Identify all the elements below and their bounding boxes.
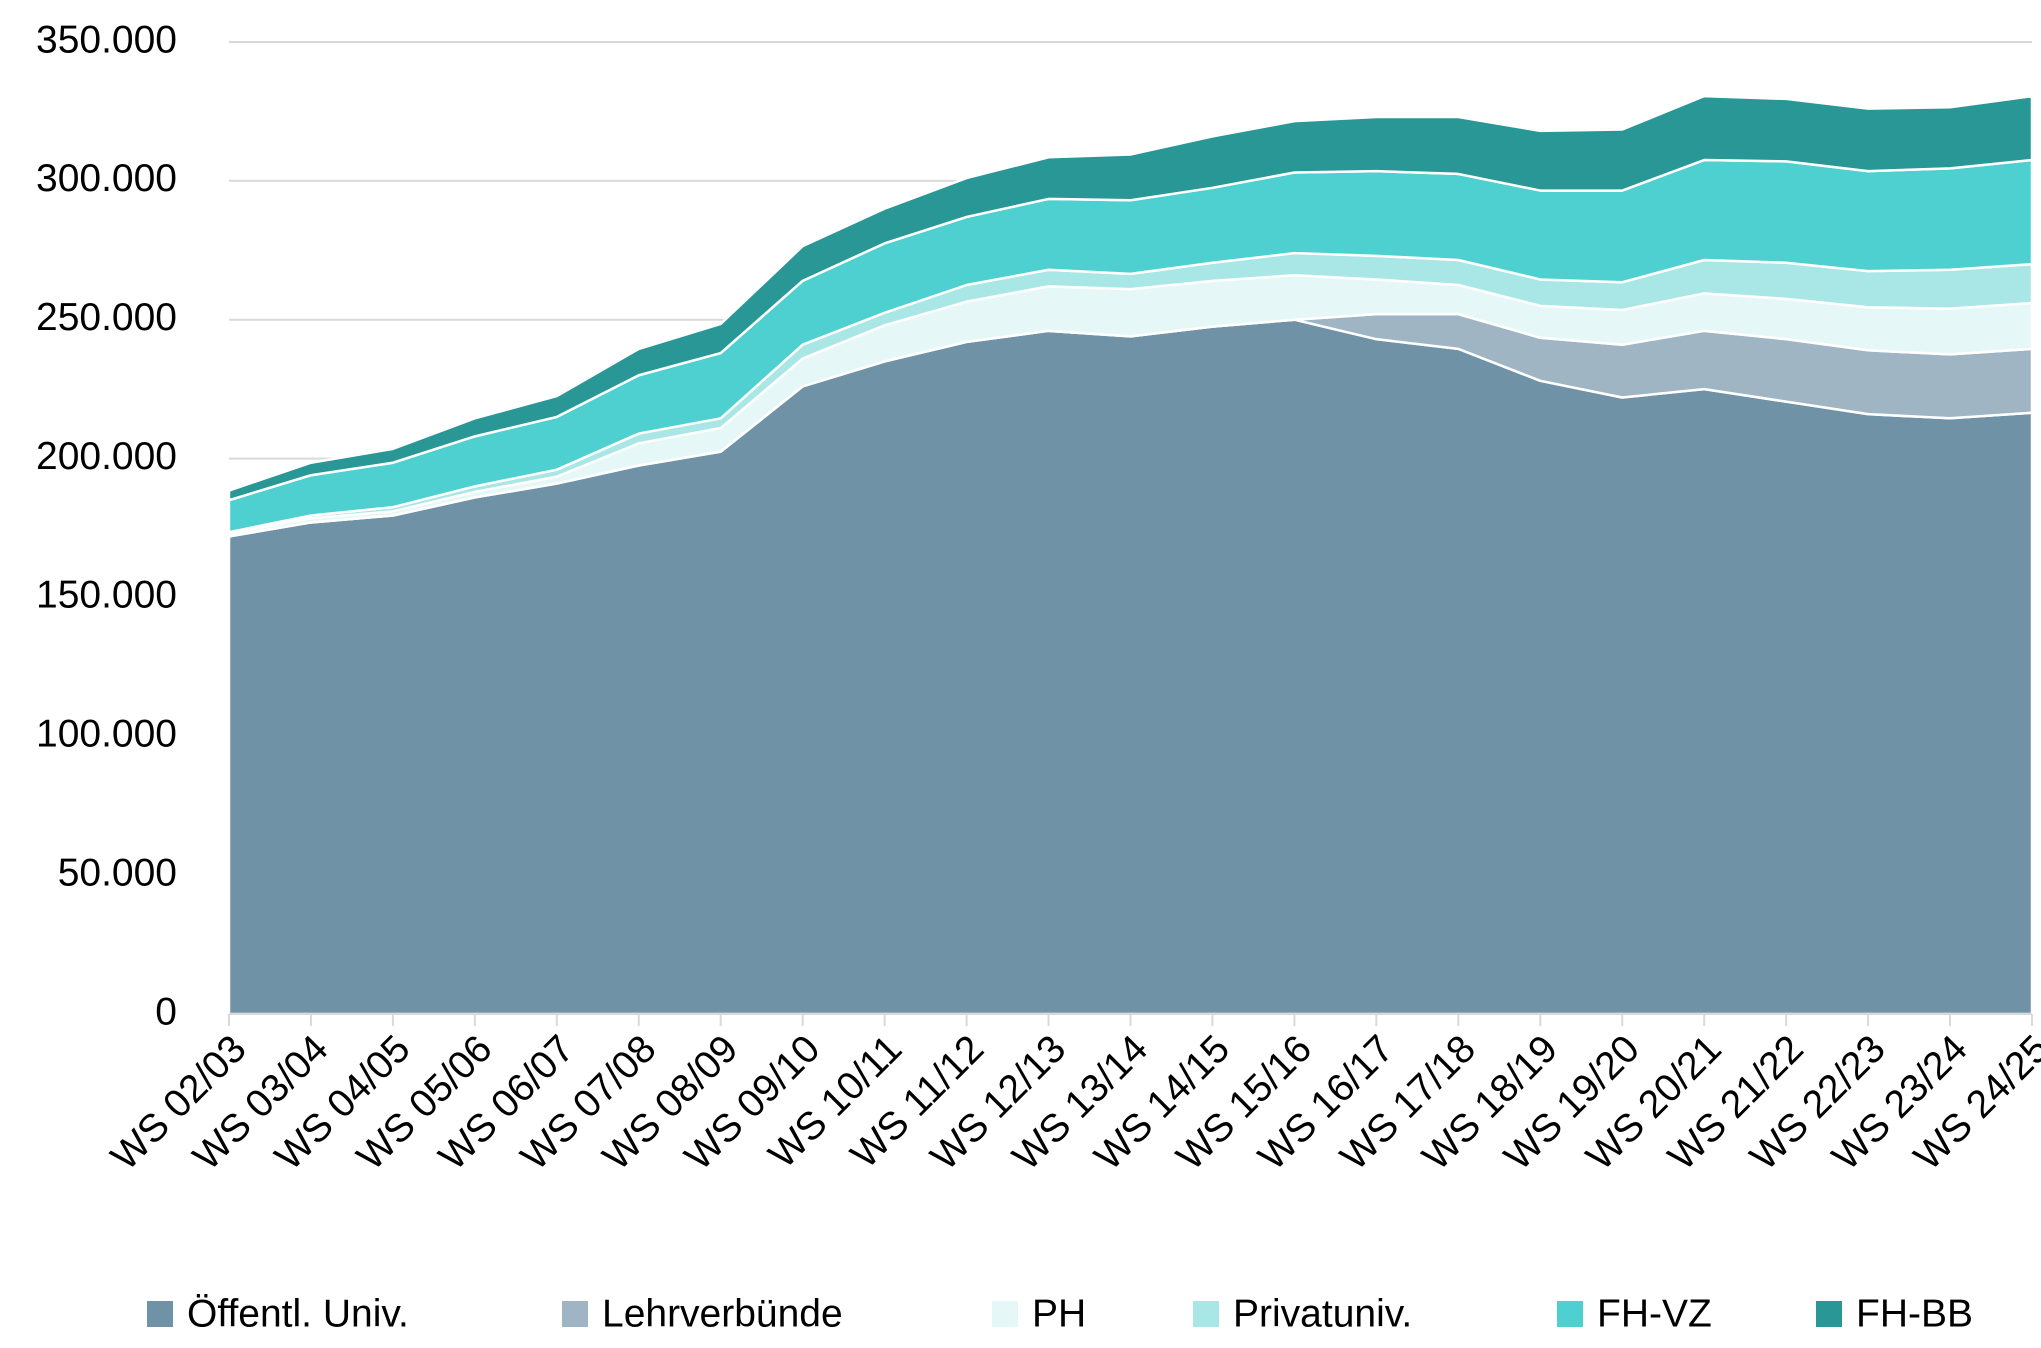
- y-tick-label: 50.000: [58, 851, 177, 894]
- area: [227, 94, 2034, 502]
- y-tick-label: 100.000: [36, 713, 177, 756]
- legend-swatch: [992, 1301, 1018, 1327]
- legend-label: Öffentl. Univ.: [187, 1292, 409, 1335]
- legend-swatch: [562, 1301, 588, 1327]
- legend-label: Lehrverbünde: [602, 1292, 843, 1335]
- y-tick-label: 250.000: [36, 296, 177, 339]
- legend-swatch: [1816, 1301, 1842, 1327]
- y-tick-label: 200.000: [36, 435, 177, 478]
- legend-label: Privatuniv.: [1233, 1292, 1412, 1335]
- legend-label: FH-VZ: [1597, 1292, 1712, 1335]
- legend-swatch: [147, 1301, 173, 1327]
- y-tick-label: 150.000: [36, 574, 177, 617]
- y-tick-label: 0: [155, 990, 177, 1033]
- legend-swatch: [1557, 1301, 1583, 1327]
- legend-swatch: [1193, 1301, 1219, 1327]
- y-tick-label: 300.000: [36, 157, 177, 200]
- y-tick-label: 350.000: [36, 18, 177, 61]
- legend: Öffentl. Univ. Lehrverbünde PH Privatuniv. F…: [147, 1292, 1973, 1335]
- legend-label: FH-BB: [1856, 1292, 1973, 1335]
- legend-label: PH: [1032, 1292, 1086, 1335]
